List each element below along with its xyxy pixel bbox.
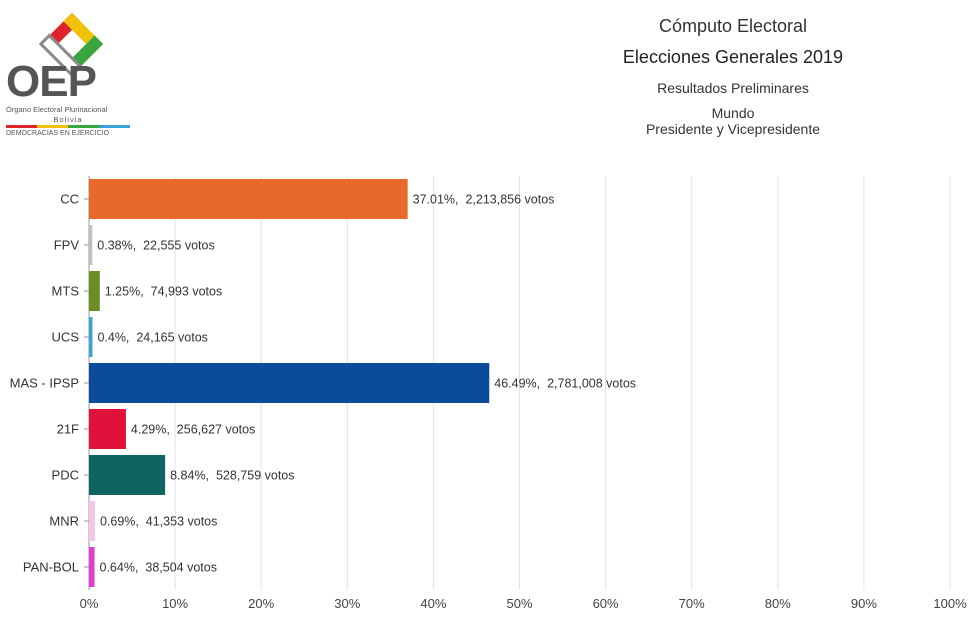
header-region: Mundo: [711, 105, 755, 121]
x-tick-label: 20%: [248, 596, 274, 611]
data-label: 1.25%, 74,993 votos: [105, 285, 222, 299]
category-label: 21F: [57, 422, 79, 437]
category-label: CC: [60, 192, 79, 207]
bar: [89, 271, 100, 311]
category-label: MAS - IPSP: [10, 376, 79, 391]
data-label: 0.64%, 38,504 votos: [100, 561, 217, 575]
logo-abbreviation: OEP: [6, 57, 97, 106]
bar: [89, 409, 126, 449]
header-subtitle: Elecciones Generales 2019: [622, 47, 844, 67]
category-label: PAN-BOL: [23, 560, 79, 575]
x-tick-label: 70%: [679, 596, 705, 611]
logo-slogan: DEMOCRACIAS EN EJERCICIO: [6, 130, 110, 137]
x-tick-label: 40%: [420, 596, 446, 611]
category-label: PDC: [52, 468, 79, 483]
header-office: Presidente y Vicepresidente: [645, 121, 821, 137]
bar: [89, 225, 93, 265]
bar: [89, 501, 95, 541]
header-results-type: Resultados Preliminares: [657, 80, 809, 96]
x-tick-label: 0%: [80, 596, 99, 611]
logo-country: Bolivia: [53, 115, 83, 124]
data-label: 0.69%, 41,353 votos: [100, 515, 217, 529]
category-label: MNR: [49, 514, 79, 529]
bar: [89, 455, 166, 495]
x-tick-label: 100%: [933, 596, 967, 611]
data-label: 0.4%, 24,165 votos: [97, 331, 208, 345]
logo-organization-name: Órgano Electoral Plurinacional: [6, 105, 108, 114]
x-tick-label: 90%: [851, 596, 877, 611]
x-tick-label: 60%: [593, 596, 619, 611]
category-label: MTS: [52, 284, 80, 299]
category-label: UCS: [52, 330, 80, 345]
data-label: 37.01%, 2,213,856 votos: [413, 193, 555, 207]
x-tick-label: 10%: [162, 596, 188, 611]
oep-logo: OEP Órgano Electoral Plurinacional Boliv…: [6, 6, 136, 137]
data-label: 4.29%, 256,627 votos: [131, 423, 255, 437]
bar: [89, 317, 93, 357]
bar: [89, 179, 408, 219]
data-label: 8.84%, 528,759 votos: [170, 469, 294, 483]
oep-logo-emblem: [38, 12, 104, 76]
category-label: FPV: [54, 238, 80, 253]
x-tick-label: 30%: [334, 596, 360, 611]
data-label: 46.49%, 2,781,008 votos: [494, 377, 636, 391]
header-title: Cómputo Electoral: [658, 16, 808, 36]
x-tick-label: 80%: [765, 596, 791, 611]
data-label: 0.38%, 22,555 votos: [97, 239, 214, 253]
logo-color-stripe: [6, 125, 130, 128]
bar: [89, 363, 490, 403]
x-tick-label: 50%: [506, 596, 532, 611]
bar: [89, 547, 95, 587]
